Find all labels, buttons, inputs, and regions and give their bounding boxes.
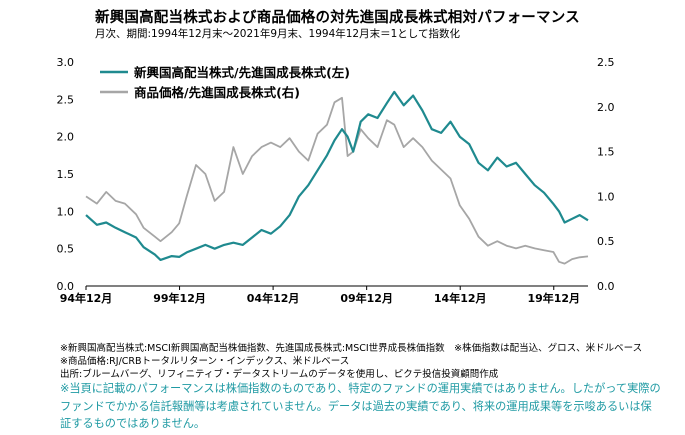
disclaimer-line-2: ファンドでかかる信託報酬等は考慮されていません。データは過去の実績であり、将来の… [60,400,652,413]
source-note-3: 出所:ブルームバーグ、リフィニティブ・データストリームのデータを使用し、ピクテ投… [60,369,499,380]
disclaimer-line-3: 証するものではありません。 [60,417,206,430]
chart-axes: 0.0 0.5 1.0 1.5 2.0 2.5 3.0 0.0 0.5 1.0 1.5 2.0 2.5 9… [57,56,615,305]
left-tick-label: 2.0 [57,131,75,144]
x-tick-label: 19年12月 [527,291,580,305]
left-tick-label: 1.0 [57,205,75,218]
right-tick-label: 1.0 [597,190,615,203]
source-note-2: ※商品価格:RJ/CRBトータルリターン・インデックス、米ドルベース [60,356,350,367]
left-tick-label: 2.5 [57,93,75,106]
right-tick-label: 2.5 [597,56,615,69]
x-tick-label: 04年12月 [247,291,300,305]
right-tick-label: 1.5 [597,146,615,159]
x-tick-label: 14年12月 [434,291,487,305]
chart: 0.0 0.5 1.0 1.5 2.0 2.5 3.0 0.0 0.5 1.0 1.5 2.0 2.5 9… [57,56,615,305]
left-tick-label: 3.0 [57,56,75,69]
source-note-1: ※新興国高配当株式:MSCI新興国高配当株価指数、先進国成長株式:MSCI世界成… [60,343,643,354]
series-em-high-dividend-line [85,90,589,261]
right-tick-label: 0.0 [597,280,615,293]
chart-lines [85,90,589,265]
legend: 新興国高配当株式/先進国成長株式(左) 商品価格/先進国成長株式(右) [100,65,350,100]
right-tick-label: 2.0 [597,101,615,114]
x-tick-label: 99年12月 [153,291,206,305]
x-tick-label: 94年12月 [60,291,113,305]
left-tick-label: 0.0 [57,280,75,293]
x-tick-label: 09年12月 [340,291,393,305]
right-tick-label: 0.5 [597,235,615,248]
chart-title: 新興国高配当株式および商品価格の対先進国成長株式相対パフォーマンス [95,10,580,26]
disclaimer-line-1: ※当頁に記載のパフォーマンスは株価指数のものであり、特定のファンドの運用実績では… [60,382,661,395]
legend-label: 新興国高配当株式/先進国成長株式(左) [134,65,350,80]
left-tick-label: 1.5 [57,168,75,181]
left-tick-label: 0.5 [57,243,75,256]
legend-label: 商品価格/先進国成長株式(右) [134,85,300,100]
chart-subtitle: 月次、期間:1994年12月末～2021年9月末、1994年12月末＝1として指… [95,28,460,40]
series-commodity-line [85,96,589,265]
